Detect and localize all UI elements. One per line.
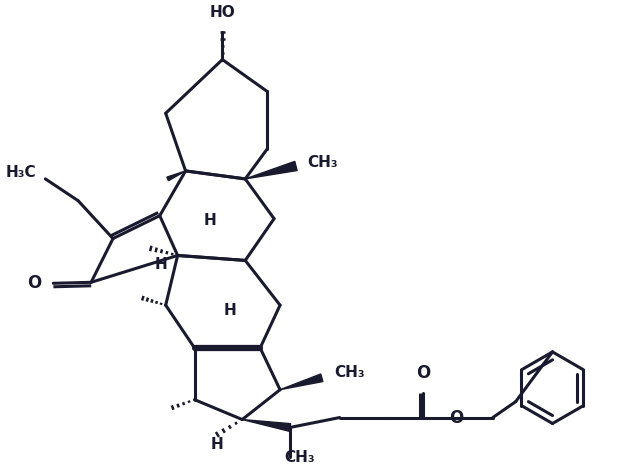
Text: CH₃: CH₃ (307, 156, 337, 171)
Text: H: H (211, 437, 224, 452)
Text: O: O (416, 364, 430, 382)
Text: H: H (224, 303, 237, 318)
Text: H: H (204, 213, 217, 228)
Text: CH₃: CH₃ (335, 365, 365, 380)
Polygon shape (243, 420, 291, 431)
Text: H₃C: H₃C (6, 165, 36, 180)
Polygon shape (167, 171, 186, 180)
Polygon shape (245, 161, 297, 179)
Polygon shape (280, 374, 323, 390)
Text: H: H (155, 257, 168, 272)
Text: O: O (27, 274, 42, 292)
Text: CH₃: CH₃ (285, 450, 316, 465)
Text: HO: HO (209, 5, 236, 20)
Text: O: O (449, 408, 463, 427)
